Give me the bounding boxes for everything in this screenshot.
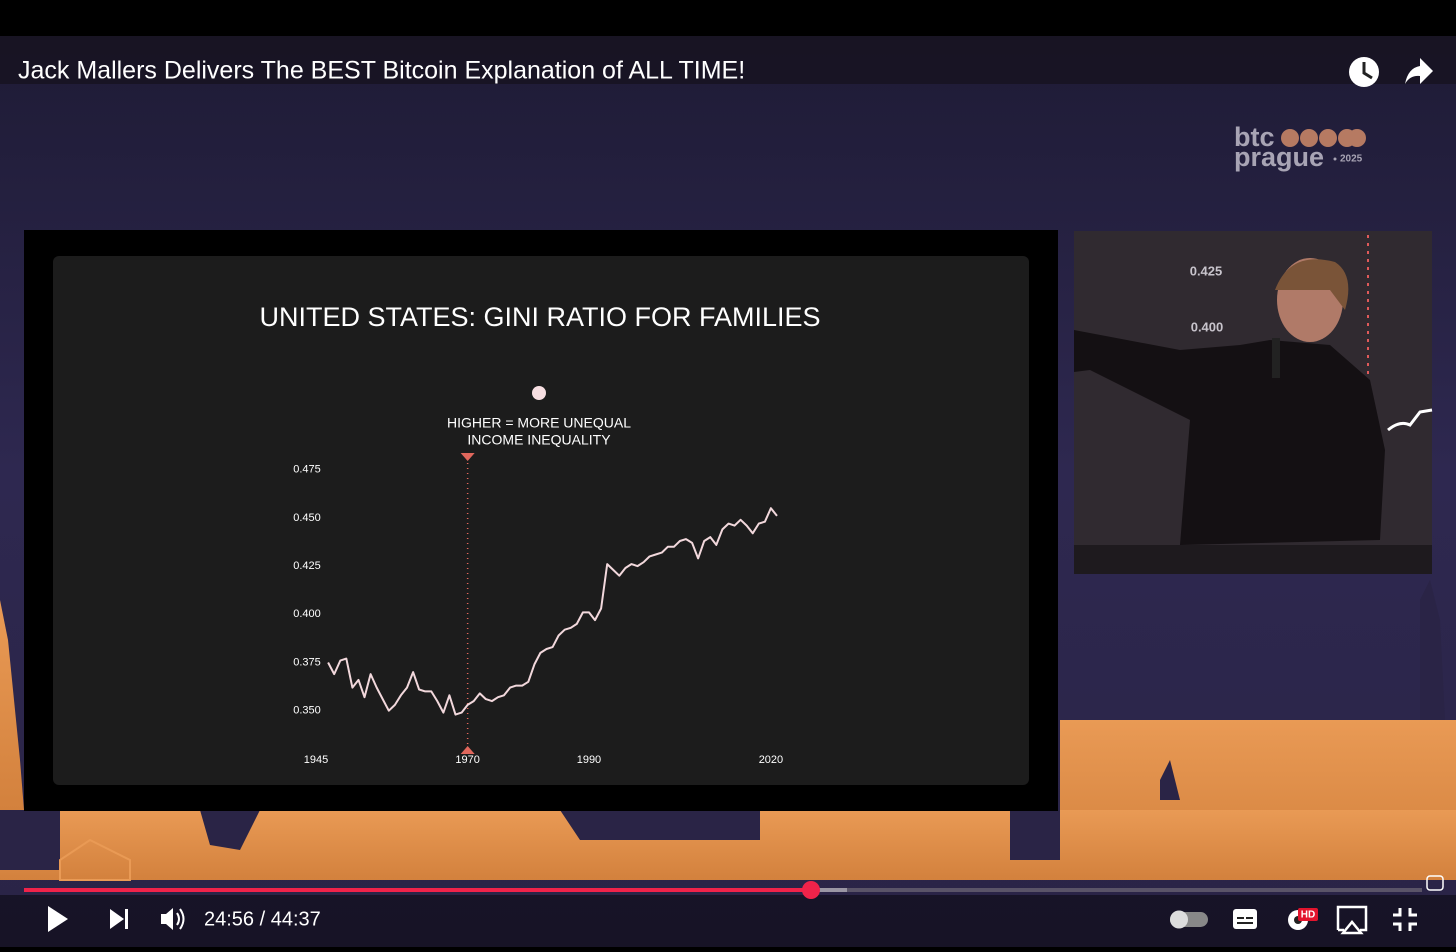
logo-year: 2025 — [1340, 154, 1363, 165]
y-tick-label: 0.475 — [293, 464, 321, 476]
airplay-button[interactable] — [1336, 905, 1368, 935]
x-tick-label: 1945 — [304, 754, 328, 766]
y-tick-label: 0.450 — [293, 512, 321, 524]
video-title: Jack Mallers Delivers The BEST Bitcoin E… — [18, 57, 745, 85]
next-button[interactable] — [110, 909, 128, 929]
y-tick-label: 0.425 — [293, 560, 321, 572]
x-tick-label: 1970 — [455, 754, 479, 766]
annotation: INCOME INEQUALITY — [467, 432, 611, 448]
annotation: HIGHER = MORE UNEQUAL — [447, 415, 631, 431]
autoplay-toggle[interactable] — [1170, 910, 1208, 929]
top-bar — [0, 0, 1456, 36]
y-tick-label: 0.400 — [293, 608, 321, 620]
y-tick-label: 0.350 — [293, 705, 321, 717]
hd-badge: HD — [1301, 910, 1315, 921]
chart: UNITED STATES: GINI RATIO FOR FAMILIES H… — [259, 302, 820, 766]
x-tick-label: 1990 — [577, 754, 601, 766]
logo-text: prague — [1234, 142, 1324, 172]
controls-bar — [0, 895, 1456, 947]
volume-button[interactable] — [161, 908, 185, 930]
logo: btc prague 2025 — [1234, 122, 1366, 172]
skyline — [0, 580, 1456, 881]
screen-label: 0.425 — [1190, 263, 1223, 278]
exit-fullscreen-button[interactable] — [1393, 908, 1417, 931]
speaker-video: 0.425 0.400 — [1074, 231, 1433, 574]
share-button[interactable] — [1405, 58, 1433, 84]
marker-arrow — [460, 746, 475, 754]
screen-label: 0.400 — [1191, 319, 1224, 334]
title-bar — [0, 36, 1456, 84]
chart-title: UNITED STATES: GINI RATIO FOR FAMILIES — [259, 302, 820, 332]
progress-buffer — [811, 888, 847, 892]
x-tick-label: 2020 — [759, 754, 783, 766]
marker-arrow — [460, 453, 475, 461]
settings-button[interactable]: HD — [1288, 908, 1318, 930]
progress-knob[interactable] — [802, 881, 820, 899]
play-button[interactable] — [48, 906, 68, 932]
logo-text: btc — [1234, 122, 1275, 152]
annotation-dot — [532, 386, 546, 400]
y-tick-label: 0.375 — [293, 656, 321, 668]
slide — [53, 256, 1029, 785]
progress-played — [24, 888, 811, 892]
subtitles-button[interactable] — [1233, 909, 1257, 929]
watch-later-button[interactable] — [1349, 57, 1379, 87]
chapters-button[interactable] — [1426, 875, 1444, 891]
data-line — [327, 507, 778, 716]
time-display: 24:56 / 44:37 — [204, 908, 321, 930]
